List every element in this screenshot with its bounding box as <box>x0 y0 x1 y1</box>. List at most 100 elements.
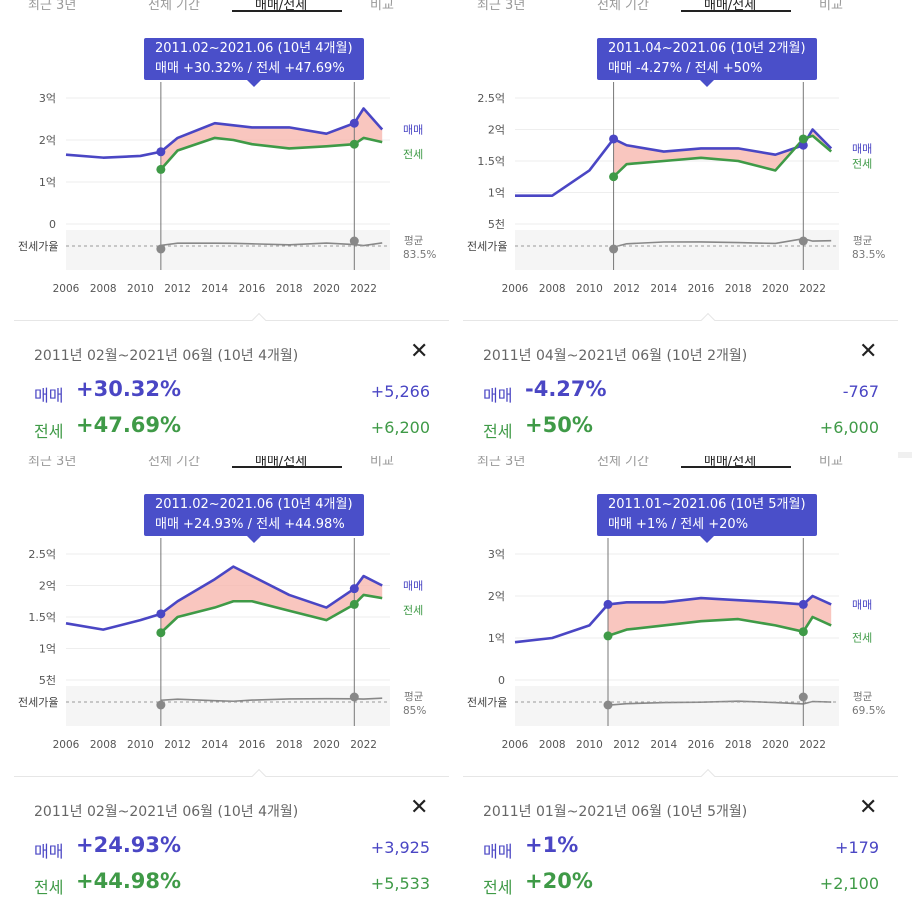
price-chart[interactable]: 2.5억 2억 1.5억 1억 5천 2006 2008 2010 2012 2014 2016 20… <box>449 0 898 300</box>
jeonse-label: 전세 <box>483 878 513 897</box>
x-tick-label: 2010 <box>576 283 603 295</box>
sale-jeonse-gap-fill <box>608 596 832 636</box>
summary-card: 2011년 02월~2021년 06월 (10년 4개월) ✕ 매매 +24.93% +… <box>14 768 449 912</box>
x-tick-label: 2008 <box>539 739 566 751</box>
tab-1[interactable]: 전체 기간 <box>597 0 649 12</box>
close-icon[interactable]: ✕ <box>410 339 429 364</box>
tooltip-change: 매매 +30.32% / 전세 +47.69% <box>155 61 345 76</box>
tab-1[interactable]: 전체 기간 <box>148 456 200 468</box>
y-tick-label: 2.5억 <box>477 92 505 105</box>
tooltip-period: 2011.01~2021.06 (10년 5개월) <box>608 497 806 512</box>
x-tick-label: 2006 <box>53 283 80 295</box>
legend-sale: 매매 <box>852 142 872 155</box>
summary-caret <box>251 312 267 328</box>
view-tabs: 최근 3년 전체 기간 매매/전세 비교 <box>0 0 449 12</box>
start-ratio-marker <box>609 244 619 254</box>
legend-sale: 매매 <box>852 598 872 611</box>
start-ratio-marker <box>156 244 166 254</box>
jeonse-series-line <box>159 593 383 634</box>
end-sale-marker <box>349 118 359 128</box>
chart-panel-4: 최근 3년 전체 기간 매매/전세 비교 3억 2억 1억 0 2006 2008 2010 2012… <box>449 456 898 912</box>
sale-change-amount: +179 <box>835 838 879 857</box>
legend-jeonse: 전세 <box>852 158 872 171</box>
tab-3[interactable]: 비교 <box>819 456 843 468</box>
tab-0[interactable]: 최근 3년 <box>28 456 77 468</box>
x-tick-label: 2006 <box>53 739 80 751</box>
jeonse-change-pct: +44.98% <box>76 869 182 893</box>
price-chart[interactable]: 3억 2억 1억 0 2006 2008 2010 2012 2014 2016 2018 2020 2… <box>449 456 898 756</box>
end-ratio-marker <box>798 692 808 702</box>
view-tabs: 최근 3년 전체 기간 매매/전세 비교 <box>449 456 898 468</box>
ratio-series-line <box>160 242 383 247</box>
tab-0[interactable]: 최근 3년 <box>477 456 526 468</box>
jeonse-series-line <box>159 136 383 171</box>
x-tick-label: 2022 <box>799 739 826 751</box>
x-tick-label: 2016 <box>688 739 715 751</box>
y-tick-label: 1.5억 <box>477 155 505 168</box>
price-chart[interactable]: 2.5억 2억 1.5억 1억 5천 2006 2008 2010 2012 2014 2016 20… <box>0 456 449 756</box>
legend-jeonse: 전세 <box>403 604 423 617</box>
ratio-series-line <box>613 237 832 248</box>
start-sale-marker <box>609 134 619 144</box>
summary-period: 2011년 01월~2021년 06월 (10년 5개월) <box>483 804 748 820</box>
tab-2[interactable]: 매매/전세 <box>704 456 757 468</box>
sale-change-pct: +30.32% <box>76 377 182 401</box>
x-tick-label: 2020 <box>762 283 789 295</box>
active-tab-indicator <box>232 466 342 468</box>
x-tick-label: 2012 <box>613 739 640 751</box>
jeonse-change-pct: +20% <box>525 869 593 893</box>
tab-3[interactable]: 비교 <box>370 0 394 12</box>
sale-change-row: 매매 +1% +179 <box>483 833 879 863</box>
summary-card: 2011년 02월~2021년 06월 (10년 4개월) ✕ 매매 +30.32% +… <box>14 312 449 456</box>
tab-0[interactable]: 최근 3년 <box>477 0 526 12</box>
y-tick-label: 2억 <box>488 124 505 137</box>
sale-change-row: 매매 -4.27% -767 <box>483 377 879 407</box>
price-chart[interactable]: 3억 2억 1억 0 2006 2008 2010 2012 2014 2016 2018 2020 2… <box>0 0 449 300</box>
summary-caret <box>251 768 267 784</box>
y-tick-label: 1억 <box>39 176 56 189</box>
chart-panel-2: 최근 3년 전체 기간 매매/전세 비교 2.5억 2억 1.5억 1억 5천 2006 2008 2… <box>449 0 898 456</box>
close-icon[interactable]: ✕ <box>410 795 429 820</box>
x-tick-label: 2022 <box>350 739 377 751</box>
sale-jeonse-gap-fill <box>160 108 383 170</box>
start-jeonse-marker <box>156 164 166 174</box>
x-tick-label: 2020 <box>313 739 340 751</box>
ratio-band <box>66 686 390 726</box>
tab-1[interactable]: 전체 기간 <box>148 0 200 12</box>
sale-label: 매매 <box>483 386 513 405</box>
range-tooltip: 2011.02~2021.06 (10년 4개월) 매매 +30.32% / 전세… <box>144 38 364 87</box>
end-sale-marker <box>349 584 359 594</box>
y-tick-label: 1.5억 <box>28 611 56 624</box>
x-tick-label: 2018 <box>725 739 752 751</box>
tab-0[interactable]: 최근 3년 <box>28 0 77 12</box>
tooltip-period: 2011.02~2021.06 (10년 4개월) <box>155 497 353 512</box>
ratio-label: 전세가율 <box>467 240 507 253</box>
tab-2[interactable]: 매매/전세 <box>255 456 308 468</box>
x-tick-label: 2018 <box>725 283 752 295</box>
tab-3[interactable]: 비교 <box>819 0 843 12</box>
x-tick-label: 2020 <box>762 739 789 751</box>
summary-period: 2011년 04월~2021년 06월 (10년 2개월) <box>483 348 748 364</box>
end-jeonse-marker <box>798 134 808 144</box>
x-tick-label: 2014 <box>650 283 677 295</box>
chart-panel-3: 최근 3년 전체 기간 매매/전세 비교 2.5억 2억 1.5억 1억 5천 2006 2008 2… <box>0 456 449 912</box>
tab-2[interactable]: 매매/전세 <box>255 0 308 12</box>
jeonse-label: 전세 <box>34 422 64 441</box>
x-tick-label: 2022 <box>350 283 377 295</box>
close-icon[interactable]: ✕ <box>859 795 878 820</box>
ratio-band <box>66 230 390 270</box>
tooltip-change: 매매 +24.93% / 전세 +44.98% <box>155 517 345 532</box>
x-tick-label: 2006 <box>502 283 529 295</box>
end-sale-marker <box>798 599 808 609</box>
tab-3[interactable]: 비교 <box>370 456 394 468</box>
tab-1[interactable]: 전체 기간 <box>597 456 649 468</box>
x-tick-label: 2016 <box>239 739 266 751</box>
x-tick-label: 2012 <box>164 283 191 295</box>
x-tick-label: 2016 <box>239 283 266 295</box>
legend-sale: 매매 <box>403 124 423 137</box>
sale-change-row: 매매 +24.93% +3,925 <box>34 833 430 863</box>
tooltip-period: 2011.02~2021.06 (10년 4개월) <box>155 41 353 56</box>
close-icon[interactable]: ✕ <box>859 339 878 364</box>
tab-2[interactable]: 매매/전세 <box>704 0 757 12</box>
jeonse-change-pct: +47.69% <box>76 413 182 437</box>
